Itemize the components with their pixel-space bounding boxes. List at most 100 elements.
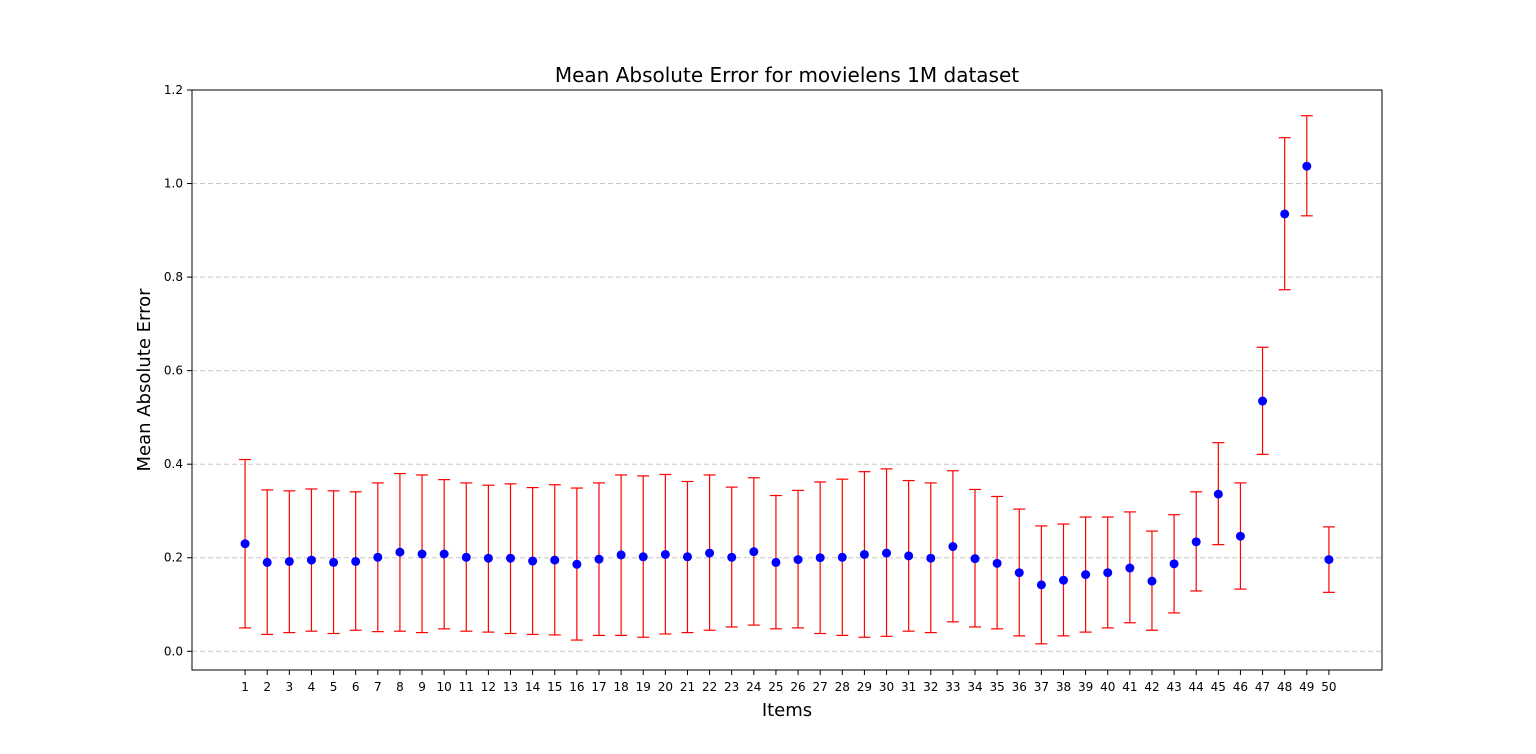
data-point [682, 552, 692, 562]
data-point [660, 549, 670, 559]
x-tick-label: 16 [569, 680, 584, 694]
x-tick-label: 18 [613, 680, 628, 694]
x-tick-label: 42 [1144, 680, 1159, 694]
data-point [351, 556, 361, 566]
x-tick-label: 7 [374, 680, 382, 694]
data-point [1125, 563, 1135, 573]
data-point [1324, 555, 1334, 565]
y-tick-label: 1.2 [164, 83, 183, 97]
y-tick-label: 1.0 [164, 177, 183, 191]
x-tick-label: 40 [1100, 680, 1115, 694]
x-tick-label: 32 [923, 680, 938, 694]
data-point [417, 549, 427, 559]
data-point [1235, 531, 1245, 541]
x-tick-label: 44 [1189, 680, 1204, 694]
data-point [329, 557, 339, 567]
data-point [1302, 161, 1312, 171]
data-point [904, 551, 914, 561]
x-tick-label: 9 [418, 680, 426, 694]
y-tick-label: 0.0 [164, 644, 183, 658]
data-point [306, 555, 316, 565]
x-tick-label: 30 [879, 680, 894, 694]
data-point [284, 556, 294, 566]
data-point [262, 557, 272, 567]
x-tick-label: 48 [1277, 680, 1292, 694]
x-tick-label: 26 [790, 680, 805, 694]
y-axis-label: Mean Absolute Error [134, 288, 155, 472]
data-point [1213, 489, 1223, 499]
x-tick-label: 12 [481, 680, 496, 694]
x-tick-label: 39 [1078, 680, 1093, 694]
x-tick-label: 14 [525, 680, 540, 694]
data-point [1103, 568, 1113, 578]
data-point [550, 555, 560, 565]
data-point [1258, 396, 1268, 406]
data-point [461, 552, 471, 562]
x-tick-label: 15 [547, 680, 562, 694]
y-tick-label: 0.2 [164, 551, 183, 565]
x-tick-label: 10 [437, 680, 452, 694]
y-axis-ticks: 0.0 0.2 0.4 0.6 0.8 1.0 1.2 [164, 83, 192, 658]
data-point [749, 547, 759, 557]
data-point [859, 549, 869, 559]
x-tick-label: 17 [591, 680, 606, 694]
x-tick-label: 20 [658, 680, 673, 694]
x-tick-label: 13 [503, 680, 518, 694]
x-tick-label: 22 [702, 680, 717, 694]
x-tick-label: 29 [857, 680, 872, 694]
data-point [594, 554, 604, 564]
chart-title: Mean Absolute Error for movielens 1M dat… [555, 63, 1019, 87]
y-tick-label: 0.4 [164, 457, 183, 471]
data-point [882, 548, 892, 558]
x-tick-label: 28 [835, 680, 850, 694]
y-tick-label: 0.6 [164, 364, 183, 378]
x-tick-label: 3 [286, 680, 294, 694]
x-tick-label: 27 [813, 680, 828, 694]
x-tick-label: 37 [1034, 680, 1049, 694]
x-axis-ticks: 1 2 3 4 5 6 7 8 9 10 11 12 13 14 15 16 17 18 19 20 21 22 23 24 2… [241, 670, 1337, 694]
data-point [1014, 568, 1024, 578]
x-tick-label: 8 [396, 680, 404, 694]
x-tick-label: 47 [1255, 680, 1270, 694]
x-tick-label: 4 [308, 680, 316, 694]
data-point [705, 548, 715, 558]
x-tick-label: 35 [989, 680, 1004, 694]
x-tick-label: 41 [1122, 680, 1137, 694]
data-point [616, 550, 626, 560]
x-tick-label: 33 [945, 680, 960, 694]
data-point [970, 554, 980, 564]
x-axis-label: Items [762, 700, 812, 721]
data-point [948, 542, 958, 552]
data-point [240, 539, 250, 549]
data-point [1147, 576, 1157, 586]
data-point [815, 553, 825, 563]
data-point [638, 552, 648, 562]
x-tick-label: 1 [241, 680, 249, 694]
data-point [926, 553, 936, 563]
data-point [727, 552, 737, 562]
data-point [483, 553, 493, 563]
data-point [1191, 537, 1201, 547]
x-tick-label: 19 [636, 680, 651, 694]
x-tick-label: 2 [263, 680, 271, 694]
x-tick-label: 46 [1233, 680, 1248, 694]
data-point [1036, 580, 1046, 590]
x-tick-label: 49 [1299, 680, 1314, 694]
data-point [395, 547, 405, 557]
x-tick-label: 43 [1166, 680, 1181, 694]
data-point [373, 552, 383, 562]
y-tick-label: 0.8 [164, 270, 183, 284]
data-point [1081, 570, 1091, 580]
x-tick-label: 34 [967, 680, 982, 694]
plot-frame [191, 89, 1383, 671]
data-point [771, 557, 781, 567]
data-point [992, 558, 1002, 568]
data-point [1058, 575, 1068, 585]
x-tick-label: 24 [746, 680, 761, 694]
data-point [793, 555, 803, 565]
data-points [240, 161, 1334, 590]
data-point [528, 556, 538, 566]
data-point [572, 559, 582, 569]
